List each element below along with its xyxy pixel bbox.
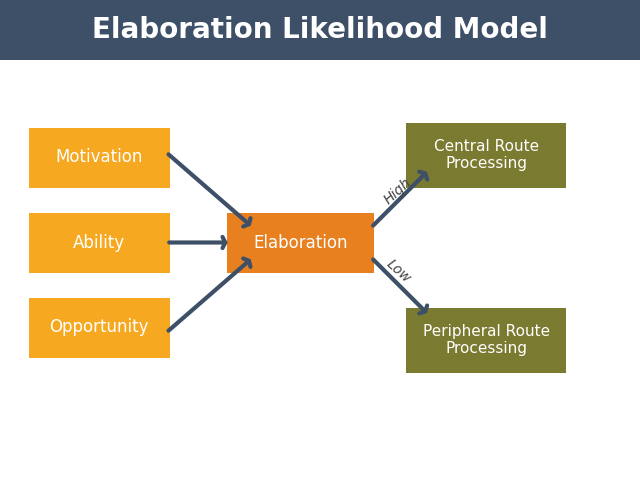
FancyBboxPatch shape xyxy=(29,298,170,358)
Text: Ability: Ability xyxy=(73,234,125,252)
FancyBboxPatch shape xyxy=(406,122,566,188)
FancyBboxPatch shape xyxy=(0,0,640,60)
Text: Low: Low xyxy=(383,256,413,286)
Text: Elaboration Likelihood Model: Elaboration Likelihood Model xyxy=(92,16,548,44)
FancyBboxPatch shape xyxy=(29,212,170,272)
Text: Elaboration: Elaboration xyxy=(253,234,348,252)
Text: High: High xyxy=(381,175,415,207)
Text: Motivation: Motivation xyxy=(56,148,143,166)
Text: Central Route
Processing: Central Route Processing xyxy=(434,139,539,171)
FancyBboxPatch shape xyxy=(406,308,566,372)
Text: Opportunity: Opportunity xyxy=(49,318,149,336)
FancyBboxPatch shape xyxy=(227,212,374,272)
Text: Peripheral Route
Processing: Peripheral Route Processing xyxy=(423,324,550,356)
FancyBboxPatch shape xyxy=(29,128,170,188)
